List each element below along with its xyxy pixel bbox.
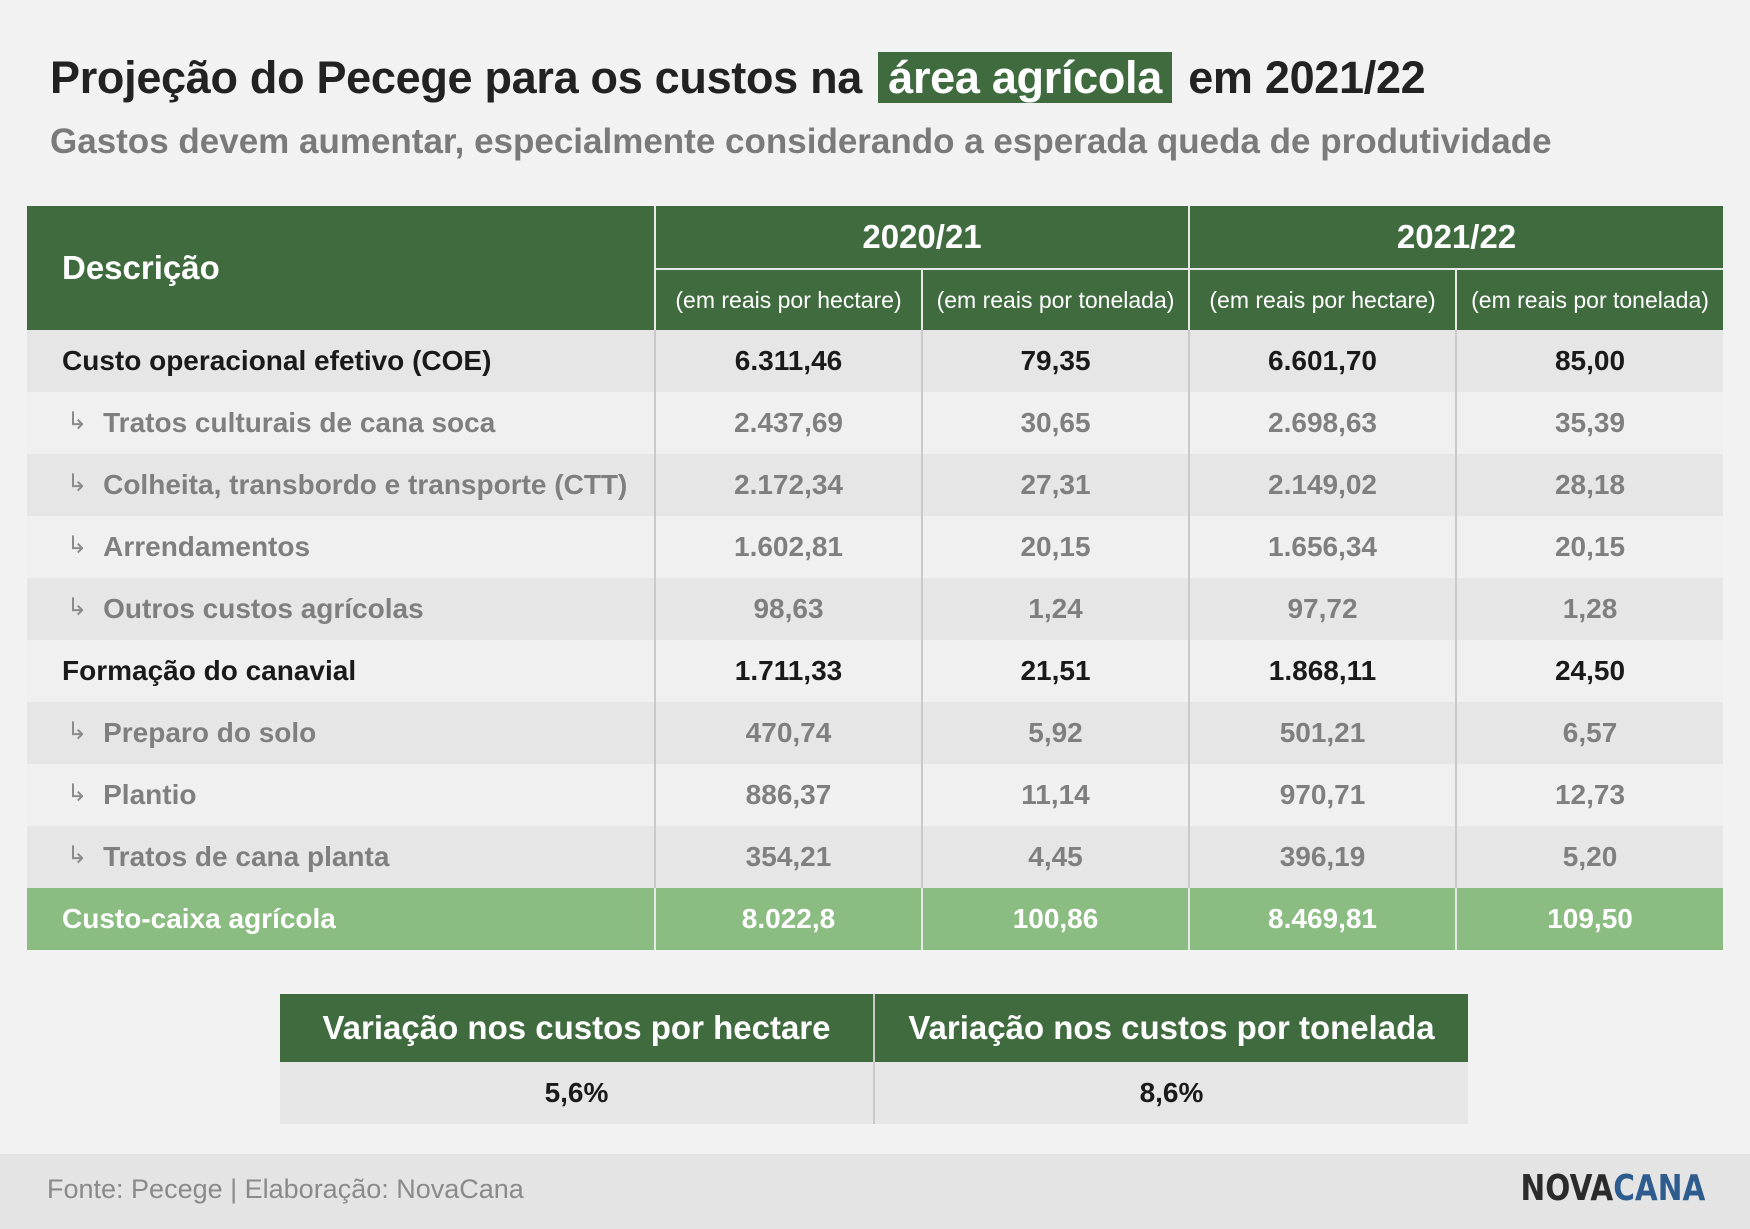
row-label: Preparo do solo <box>103 717 317 748</box>
total-row: Custo-caixa agrícola 8.022,8 100,86 8.46… <box>27 888 1724 950</box>
row-label: Colheita, transbordo e transporte (CTT) <box>103 469 628 500</box>
row-label: Arrendamentos <box>103 531 311 562</box>
cost-table: Descrição 2020/21 2021/22 (em reais por … <box>27 206 1724 950</box>
header-unit-tonelada-2021: (em reais por tonelada) <box>1455 268 1724 330</box>
cell-value: 35,39 <box>1455 392 1724 454</box>
cell-value: 6.311,46 <box>654 330 922 392</box>
cell-value: 100,86 <box>920 888 1190 950</box>
cell-value: 30,65 <box>920 392 1190 454</box>
subitem-arrow-icon: ↳ <box>67 842 88 869</box>
table-row: ↳ Outros custos agrícolas 98,63 1,24 97,7… <box>27 578 1724 640</box>
variation-value-hectare: 5,6% <box>280 1062 874 1124</box>
row-label: Formação do canavial <box>27 640 655 702</box>
title-text-after: em 2021/22 <box>1188 52 1426 103</box>
cell-value: 6.601,70 <box>1188 330 1457 392</box>
cell-value: 6,57 <box>1455 702 1724 764</box>
cell-value: 8.469,81 <box>1188 888 1457 950</box>
cell-value: 1.868,11 <box>1188 640 1457 702</box>
subitem-arrow-icon: ↳ <box>67 408 88 435</box>
table-row: ↳ Tratos culturais de cana soca 2.437,69 … <box>27 392 1724 454</box>
novacana-logo: NOVACANA <box>1520 1168 1705 1209</box>
variation-header-hectare: Variação nos custos por hectare <box>280 994 874 1062</box>
title-highlight: área agrícola <box>878 52 1172 103</box>
cell-value: 470,74 <box>654 702 922 764</box>
row-label: Plantio <box>103 779 197 810</box>
cell-value: 1,28 <box>1455 578 1724 640</box>
table-row: ↳ Plantio 886,37 11,14 970,71 12,73 <box>27 764 1724 826</box>
subitem-arrow-icon: ↳ <box>67 594 88 621</box>
cell-value: 396,19 <box>1188 826 1457 888</box>
page-subtitle: Gastos devem aumentar, especialmente con… <box>50 122 1552 161</box>
table-row: ↳ Tratos de cana planta 354,21 4,45 396,1… <box>27 826 1724 888</box>
cell-value: 2.149,02 <box>1188 454 1457 516</box>
header-unit-tonelada-2020: (em reais por tonelada) <box>920 268 1190 330</box>
table-row: ↳ Arrendamentos 1.602,81 20,15 1.656,34 2… <box>27 516 1724 578</box>
cell-value: 20,15 <box>1455 516 1724 578</box>
subitem-arrow-icon: ↳ <box>67 470 88 497</box>
subitem-arrow-icon: ↳ <box>67 780 88 807</box>
variation-value-tonelada: 8,6% <box>873 1062 1468 1124</box>
row-label: Custo-caixa agrícola <box>27 888 655 950</box>
cell-value: 1.602,81 <box>654 516 922 578</box>
cell-value: 20,15 <box>920 516 1190 578</box>
header-description: Descrição <box>27 206 655 330</box>
cell-value: 5,20 <box>1455 826 1724 888</box>
cell-value: 501,21 <box>1188 702 1457 764</box>
page-title: Projeção do Pecege para os custos na áre… <box>50 52 1426 104</box>
table-row: Custo operacional efetivo (COE) 6.311,46… <box>27 330 1724 392</box>
cell-value: 8.022,8 <box>654 888 922 950</box>
cell-value: 98,63 <box>654 578 922 640</box>
cell-value: 21,51 <box>920 640 1190 702</box>
variation-header-tonelada: Variação nos custos por tonelada <box>873 994 1468 1062</box>
variation-table: Variação nos custos por hectare Variação… <box>280 994 1468 1124</box>
cell-value: 354,21 <box>654 826 922 888</box>
title-text-before: Projeção do Pecege para os custos na <box>50 52 863 103</box>
cell-value: 970,71 <box>1188 764 1457 826</box>
cell-value: 97,72 <box>1188 578 1457 640</box>
header-year-2020-21: 2020/21 <box>653 206 1190 269</box>
cell-value: 109,50 <box>1455 888 1724 950</box>
source-note: Fonte: Pecege | Elaboração: NovaCana <box>47 1174 524 1204</box>
cell-value: 886,37 <box>654 764 922 826</box>
table-row: ↳ Colheita, transbordo e transporte (CTT)… <box>27 454 1724 516</box>
cell-value: 1,24 <box>920 578 1190 640</box>
cell-value: 12,73 <box>1455 764 1724 826</box>
cell-value: 85,00 <box>1455 330 1724 392</box>
row-label: Custo operacional efetivo (COE) <box>27 330 655 392</box>
subitem-arrow-icon: ↳ <box>67 532 88 559</box>
table-row: ↳ Preparo do solo 470,74 5,92 501,21 6,57 <box>27 702 1724 764</box>
header-unit-hectare-2020: (em reais por hectare) <box>654 268 922 330</box>
cell-value: 11,14 <box>920 764 1190 826</box>
header-year-2021-22: 2021/22 <box>1188 206 1724 269</box>
row-label: Outros custos agrícolas <box>103 593 424 624</box>
cell-value: 24,50 <box>1455 640 1724 702</box>
footer: Fonte: Pecege | Elaboração: NovaCana NOV… <box>0 1154 1750 1229</box>
header-unit-hectare-2021: (em reais por hectare) <box>1188 268 1457 330</box>
cell-value: 1.656,34 <box>1188 516 1457 578</box>
cell-value: 2.437,69 <box>654 392 922 454</box>
row-label: Tratos de cana planta <box>103 841 390 872</box>
subitem-arrow-icon: ↳ <box>67 718 88 745</box>
cell-value: 79,35 <box>920 330 1190 392</box>
cell-value: 2.698,63 <box>1188 392 1457 454</box>
cell-value: 2.172,34 <box>654 454 922 516</box>
cell-value: 4,45 <box>920 826 1190 888</box>
cell-value: 5,92 <box>920 702 1190 764</box>
table-row: Formação do canavial 1.711,33 21,51 1.86… <box>27 640 1724 702</box>
cell-value: 27,31 <box>920 454 1190 516</box>
cell-value: 1.711,33 <box>654 640 922 702</box>
row-label: Tratos culturais de cana soca <box>103 407 496 438</box>
cell-value: 28,18 <box>1455 454 1724 516</box>
